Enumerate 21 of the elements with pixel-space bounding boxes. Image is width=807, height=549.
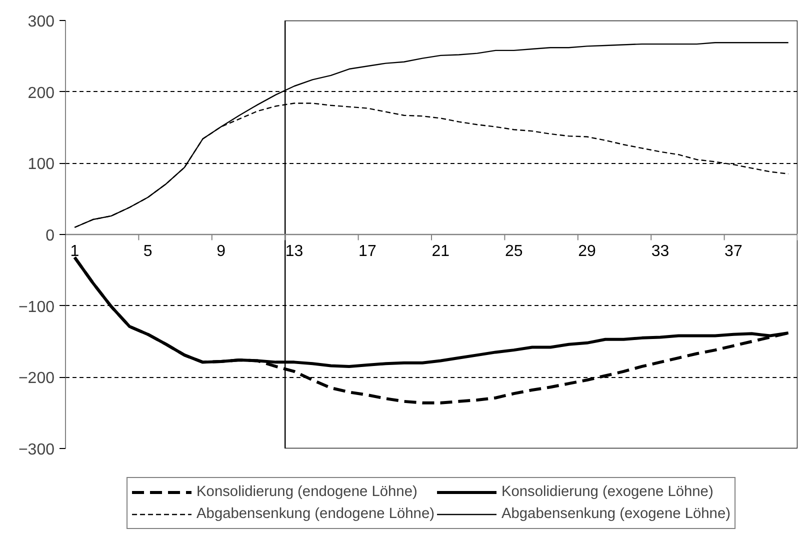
y-tick-label: 300 bbox=[28, 14, 55, 30]
x-tick-label: 5 bbox=[143, 242, 152, 260]
x-tick-label: 29 bbox=[578, 242, 596, 260]
y-tick-label: −200 bbox=[18, 370, 55, 388]
x-tick-label: 13 bbox=[285, 242, 304, 260]
x-tick-label: 1 bbox=[70, 242, 80, 260]
legend-label: Abgabensenkung (endogene Löhne) bbox=[196, 506, 434, 522]
x-tick-label: 17 bbox=[358, 242, 376, 260]
legend-label: Konsolidierung (endogene Löhne) bbox=[196, 484, 418, 500]
y-tick-label: −300 bbox=[18, 442, 55, 458]
x-tick-label: 37 bbox=[724, 242, 742, 260]
y-tick-label: 200 bbox=[28, 84, 55, 102]
x-tick-label: 21 bbox=[432, 242, 450, 260]
legend-label: Konsolidierung (exogene Löhne) bbox=[501, 484, 714, 500]
x-tick-label: 9 bbox=[216, 242, 226, 260]
y-tick-label: −100 bbox=[18, 298, 55, 316]
x-tick-label: 33 bbox=[651, 242, 670, 260]
y-tick-label: 0 bbox=[46, 228, 55, 244]
legend-label: Abgabensenkung (exogene Löhne) bbox=[501, 506, 730, 522]
x-tick-label: 25 bbox=[504, 242, 523, 260]
y-tick-label: 100 bbox=[28, 156, 55, 174]
